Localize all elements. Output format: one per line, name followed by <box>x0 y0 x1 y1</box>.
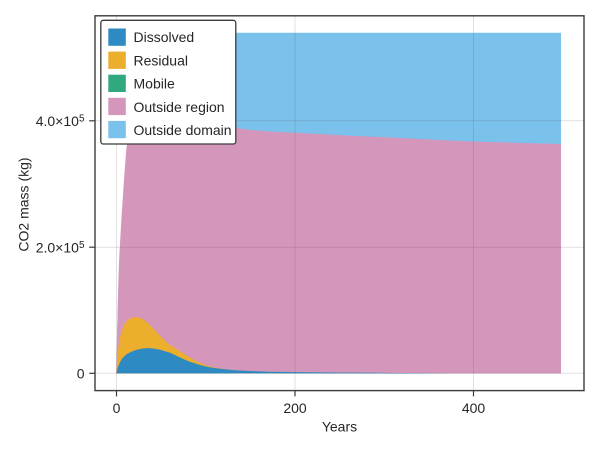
svg-text:Outside domain: Outside domain <box>134 122 232 138</box>
svg-text:Outside region: Outside region <box>134 99 225 115</box>
svg-text:2.0×105: 2.0×105 <box>36 239 85 255</box>
svg-text:CO2 mass (kg): CO2 mass (kg) <box>16 157 32 251</box>
svg-text:4.0×105: 4.0×105 <box>36 113 85 129</box>
svg-text:Years: Years <box>322 419 357 435</box>
svg-text:0: 0 <box>77 366 85 382</box>
svg-text:0: 0 <box>113 400 121 416</box>
svg-text:Mobile: Mobile <box>134 76 175 92</box>
svg-text:Dissolved: Dissolved <box>134 29 195 45</box>
svg-text:400: 400 <box>462 400 486 416</box>
svg-text:200: 200 <box>283 400 307 416</box>
svg-text:Residual: Residual <box>134 53 188 69</box>
